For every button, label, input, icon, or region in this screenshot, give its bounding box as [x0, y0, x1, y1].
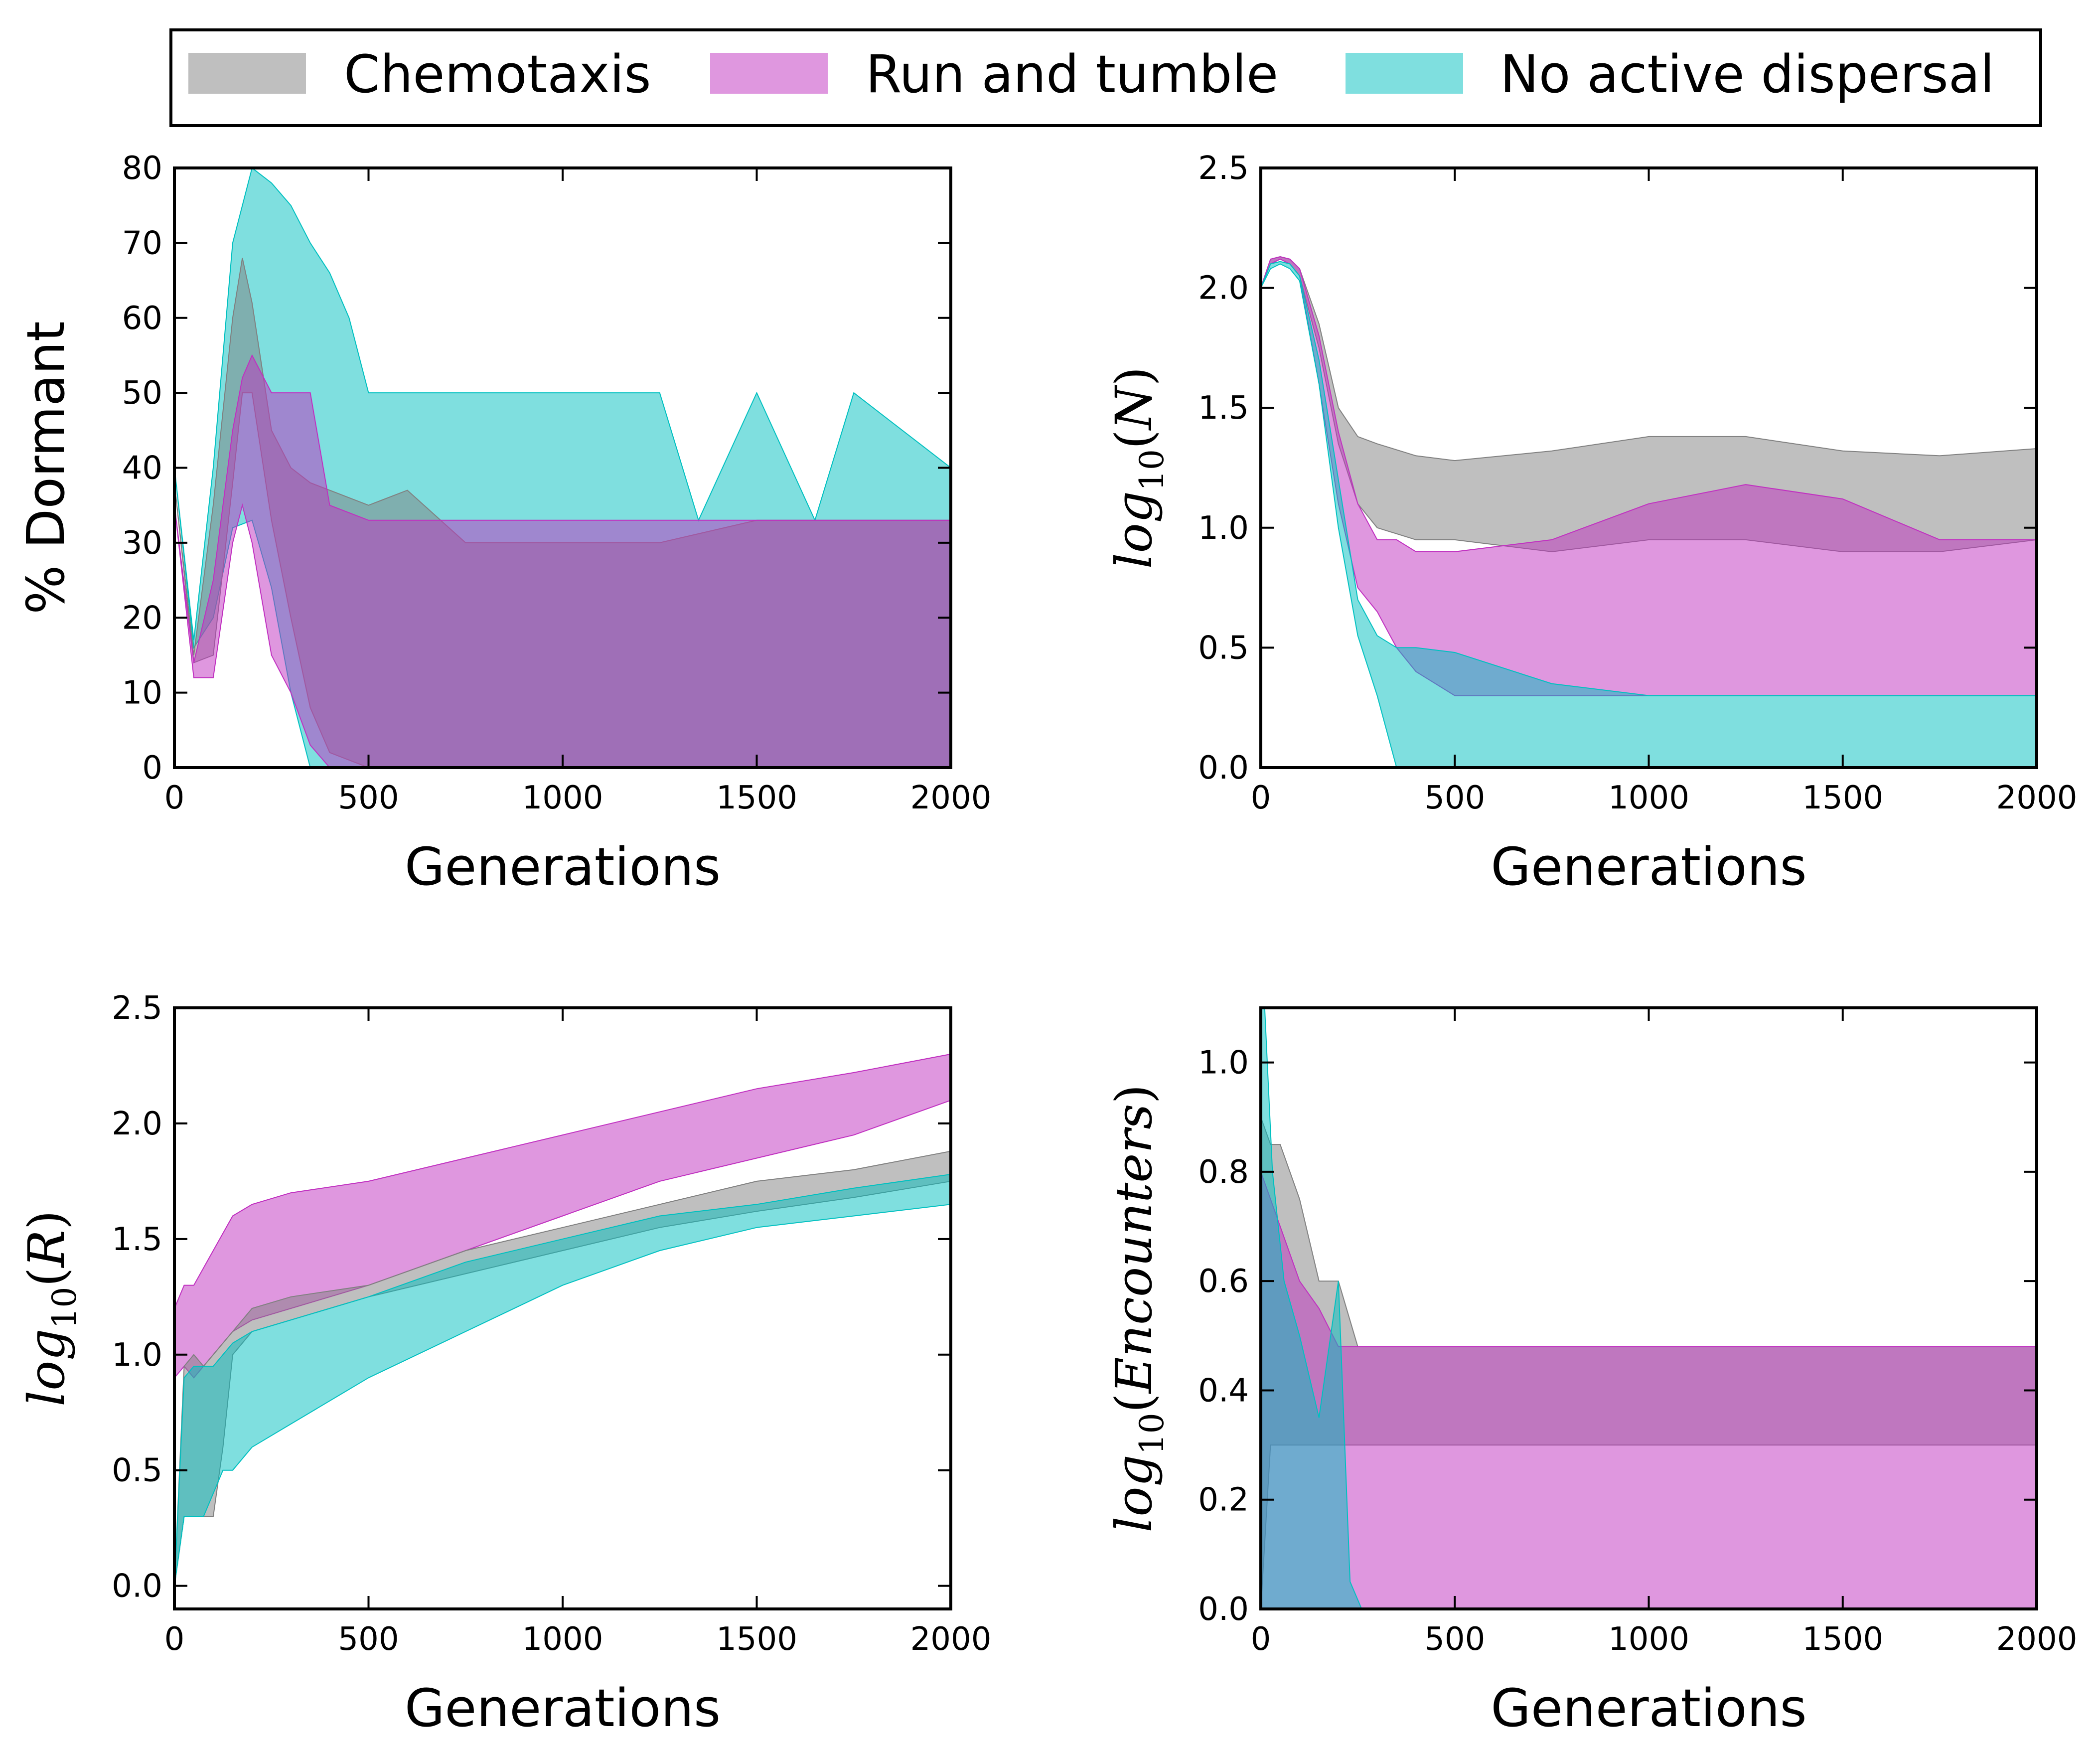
y-tick-label: 0.8	[1198, 1154, 1249, 1191]
y-tick-label: 1.0	[1198, 510, 1249, 547]
y-tick-label: 0.0	[1198, 1591, 1249, 1628]
x-tick-label: 2000	[910, 1621, 992, 1658]
y-tick-label: 1.5	[112, 1221, 162, 1258]
x-tick-label: 2000	[1996, 780, 2078, 816]
x-tick-label: 1500	[1802, 780, 1883, 816]
y-tick-label: 0.2	[1198, 1482, 1249, 1519]
series-band-run-and-tumble	[174, 354, 951, 768]
y-axis-title: log10(Encounters)	[1105, 1084, 1171, 1532]
series-layer	[174, 1053, 951, 1586]
y-tick-label: 50	[122, 375, 162, 412]
x-tick-label: 2000	[1996, 1621, 2078, 1658]
y-tick-label: 0	[142, 750, 162, 787]
x-axis-title: Generations	[1491, 1678, 1806, 1739]
x-tick-label: 0	[164, 1621, 185, 1658]
series-band-no-active-dispersal	[1261, 261, 2037, 768]
y-tick-label: 40	[122, 450, 162, 487]
legend-label-run-and-tumble: Run and tumble	[866, 44, 1278, 105]
y-tick-label: 70	[122, 225, 162, 262]
y-tick-label: 1.5	[1198, 390, 1249, 427]
x-tick-label: 0	[164, 780, 185, 816]
legend-swatch-chemotaxis	[188, 53, 306, 94]
y-tick-label: 1.0	[1198, 1045, 1249, 1082]
x-tick-label: 500	[338, 1621, 399, 1658]
x-tick-label: 1000	[522, 1621, 603, 1658]
series-band-no-active-dispersal	[1261, 1008, 2037, 1609]
legend: Chemotaxis Run and tumble No active disp…	[169, 28, 2042, 127]
x-tick-label: 500	[1424, 1621, 1485, 1658]
y-tick-label: 30	[122, 525, 162, 562]
series-band-no-active-dispersal	[174, 1173, 951, 1586]
x-tick-label: 1000	[1608, 1621, 1689, 1658]
y-tick-label: 0.0	[112, 1568, 162, 1605]
x-axis-title: Generations	[405, 836, 721, 897]
y-tick-label: 80	[122, 150, 162, 187]
y-tick-label: 2.0	[1198, 270, 1249, 307]
y-tick-label: 2.5	[1198, 150, 1249, 187]
y-tick-label: 0.0	[1198, 750, 1249, 787]
panel-dormant: 0 500 1000 1500 2000 0 10 20 30 40 50 60 70 80 Generat…	[15, 150, 991, 897]
legend-label-no-active-dispersal: No active dispersal	[1500, 44, 1994, 105]
series-layer	[174, 168, 951, 768]
x-axis-title: Generations	[1491, 836, 1806, 897]
panel-abundance: 0 500 1000 1500 2000 0.0 0.5 1.0 1.5 2.0 2.5 Genera…	[1105, 150, 2077, 897]
y-axis-title: % Dormant	[15, 321, 76, 614]
x-tick-label: 2000	[910, 780, 992, 816]
y-axis-title: log10(N)	[1105, 367, 1171, 569]
x-tick-label: 500	[1424, 780, 1485, 816]
y-tick-label: 60	[122, 300, 162, 337]
y-tick-label: 2.0	[112, 1106, 162, 1142]
series-band-run-and-tumble	[1261, 1171, 2037, 1609]
x-tick-label: 1500	[716, 1621, 797, 1658]
x-tick-label: 1000	[1608, 780, 1689, 816]
x-tick-label: 1500	[1802, 1621, 1883, 1658]
y-tick-label: 0.6	[1198, 1263, 1249, 1300]
y-tick-label: 0.5	[1198, 630, 1249, 666]
legend-swatch-run-and-tumble	[710, 53, 828, 94]
x-tick-label: 1500	[716, 780, 797, 816]
x-tick-label: 0	[1251, 1621, 1271, 1658]
x-axis-title: Generations	[405, 1678, 721, 1739]
series-layer	[1261, 256, 2037, 768]
y-tick-label: 2.5	[112, 990, 162, 1027]
x-tick-label: 500	[338, 780, 399, 816]
y-tick-label: 0.4	[1198, 1372, 1249, 1409]
legend-label-chemotaxis: Chemotaxis	[344, 44, 651, 105]
legend-swatch-no-active-dispersal	[1346, 53, 1463, 94]
x-tick-label: 0	[1251, 780, 1271, 816]
y-tick-label: 10	[122, 675, 162, 712]
legend-frame	[169, 28, 2042, 127]
y-axis-title: log10(R)	[17, 1210, 84, 1407]
x-tick-label: 1000	[522, 780, 603, 816]
y-tick-label: 1.0	[112, 1337, 162, 1374]
panel-encounters: 0 500 1000 1500 2000 0.0 0.2 0.4 0.6 0.8 1.0 Genera…	[1105, 1006, 2078, 1739]
series-layer	[1261, 1008, 2037, 1609]
y-tick-label: 20	[122, 600, 162, 637]
y-tick-label: 0.5	[112, 1452, 162, 1489]
panel-resources: 0 500 1000 1500 2000 0.0 0.5 1.0 1.5 2.0 2.5 Genera…	[17, 990, 991, 1739]
